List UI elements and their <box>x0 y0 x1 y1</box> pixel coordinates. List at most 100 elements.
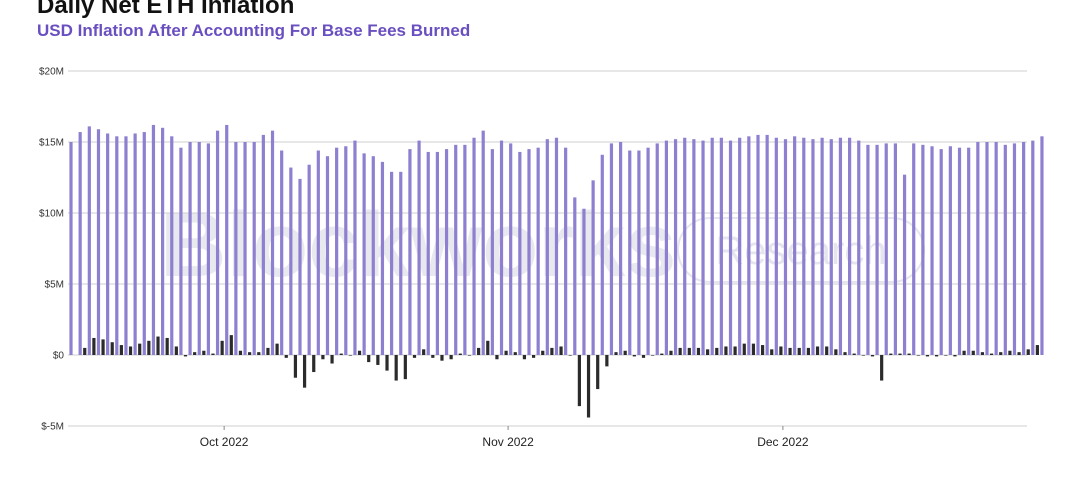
bar-gross[interactable] <box>454 144 458 355</box>
bar-gross[interactable] <box>490 149 494 355</box>
bar-net[interactable] <box>522 355 527 360</box>
bar-gross[interactable] <box>96 129 101 355</box>
bar-gross[interactable] <box>728 140 733 355</box>
bar-net[interactable] <box>165 337 169 355</box>
bar-gross[interactable] <box>106 133 110 355</box>
bar-gross[interactable] <box>564 147 568 355</box>
bar-net[interactable] <box>568 355 572 356</box>
bar-net[interactable] <box>751 343 756 355</box>
bar-net[interactable] <box>220 340 224 355</box>
bar-gross[interactable] <box>600 154 604 355</box>
bar-net[interactable] <box>550 347 554 355</box>
bar-gross[interactable] <box>435 151 439 355</box>
bar-net[interactable] <box>156 336 160 355</box>
bar-gross[interactable] <box>985 142 989 355</box>
bar-net[interactable] <box>348 355 352 356</box>
bar-net[interactable] <box>806 347 810 355</box>
bar-net[interactable] <box>513 352 517 355</box>
bar-gross[interactable] <box>472 137 476 355</box>
bar-gross[interactable] <box>527 149 531 355</box>
bar-net[interactable] <box>980 352 985 355</box>
bar-gross[interactable] <box>78 132 82 355</box>
bar-gross[interactable] <box>554 137 559 355</box>
bar-gross[interactable] <box>518 151 522 355</box>
bar-gross[interactable] <box>390 171 394 355</box>
bar-net[interactable] <box>330 355 334 364</box>
bar-gross[interactable] <box>87 126 91 355</box>
bar-gross[interactable] <box>234 142 238 355</box>
bar-net[interactable] <box>916 355 920 356</box>
bar-gross[interactable] <box>628 150 632 355</box>
bar-gross[interactable] <box>673 139 678 355</box>
bar-net[interactable] <box>83 347 87 355</box>
bar-net[interactable] <box>266 347 270 355</box>
bar-net[interactable] <box>889 353 893 355</box>
bar-gross[interactable] <box>747 136 751 355</box>
bar-gross[interactable] <box>481 130 485 355</box>
bar-net[interactable] <box>403 355 407 380</box>
bar-gross[interactable] <box>957 147 962 355</box>
bar-net[interactable] <box>1026 349 1030 355</box>
bar-gross[interactable] <box>536 147 540 355</box>
bar-gross[interactable] <box>444 149 449 355</box>
bar-net[interactable] <box>605 355 609 367</box>
bar-gross[interactable] <box>719 137 723 355</box>
bar-gross[interactable] <box>948 146 952 355</box>
bar-net[interactable] <box>797 347 801 355</box>
bar-net[interactable] <box>211 353 215 355</box>
bar-gross[interactable] <box>848 137 852 355</box>
bar-net[interactable] <box>1017 352 1021 355</box>
bar-net[interactable] <box>193 352 197 355</box>
bar-gross[interactable] <box>298 178 302 355</box>
bar-gross[interactable] <box>344 146 348 355</box>
bar-net[interactable] <box>724 346 728 355</box>
bar-gross[interactable] <box>270 130 275 355</box>
bar-net[interactable] <box>733 346 737 355</box>
bar-gross[interactable] <box>307 164 311 355</box>
bar-gross[interactable] <box>619 142 623 355</box>
bar-net[interactable] <box>559 346 563 355</box>
bar-gross[interactable] <box>280 150 284 355</box>
bar-net[interactable] <box>577 355 581 407</box>
bar-gross[interactable] <box>362 153 366 355</box>
bar-net[interactable] <box>467 355 472 356</box>
bar-gross[interactable] <box>692 139 696 355</box>
bar-net[interactable] <box>870 355 875 357</box>
bar-gross[interactable] <box>765 134 769 355</box>
bar-net[interactable] <box>357 350 362 355</box>
bar-gross[interactable] <box>380 161 385 355</box>
bar-gross[interactable] <box>802 137 806 355</box>
bar-net[interactable] <box>678 347 682 355</box>
bar-net[interactable] <box>641 355 646 358</box>
bar-gross[interactable] <box>252 142 256 355</box>
bar-gross[interactable] <box>417 140 421 355</box>
bar-net[interactable] <box>248 352 252 355</box>
bar-gross[interactable] <box>179 147 183 355</box>
bar-gross[interactable] <box>509 143 513 355</box>
bar-gross[interactable] <box>1012 143 1017 355</box>
bar-net[interactable] <box>651 355 655 356</box>
bar-net[interactable] <box>760 345 765 355</box>
bar-gross[interactable] <box>316 150 320 355</box>
bar-gross[interactable] <box>893 143 897 355</box>
bar-gross[interactable] <box>738 137 742 355</box>
bar-gross[interactable] <box>289 167 293 355</box>
bar-gross[interactable] <box>701 140 705 355</box>
bar-net[interactable] <box>632 355 636 357</box>
bar-gross[interactable] <box>756 134 760 355</box>
bar-net[interactable] <box>742 343 746 355</box>
bar-gross[interactable] <box>838 137 843 355</box>
bar-net[interactable] <box>815 346 820 355</box>
bar-net[interactable] <box>541 350 545 355</box>
bar-gross[interactable] <box>939 149 943 355</box>
bar-net[interactable] <box>696 347 701 355</box>
bar-net[interactable] <box>321 355 325 360</box>
bar-net[interactable] <box>257 352 261 355</box>
bar-gross[interactable] <box>967 147 971 355</box>
bar-gross[interactable] <box>582 208 586 355</box>
bar-net[interactable] <box>458 353 462 355</box>
bar-net[interactable] <box>101 339 105 355</box>
bar-gross[interactable] <box>710 137 714 355</box>
bar-net[interactable] <box>367 355 371 363</box>
bar-gross[interactable] <box>215 130 220 355</box>
